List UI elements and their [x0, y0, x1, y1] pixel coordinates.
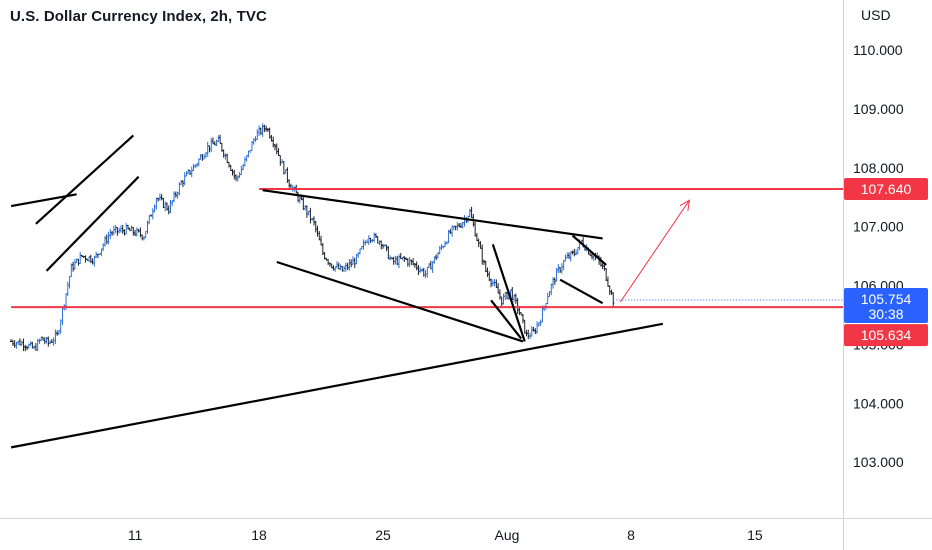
trendline-6[interactable] — [10, 322, 664, 449]
trendline-9[interactable] — [571, 234, 607, 266]
current-price-badge — [844, 288, 928, 324]
trendlines[interactable] — [10, 134, 691, 449]
trendline-5[interactable] — [276, 260, 524, 343]
support-price-badge — [844, 324, 928, 347]
price-tick-label: 108.000 — [853, 160, 904, 176]
time-tick-label: 18 — [251, 527, 267, 543]
time-tick-label: Aug — [495, 527, 520, 543]
target-price-badge-label: 107.640 — [861, 181, 912, 197]
countdown-label: 30:38 — [868, 306, 903, 322]
trendline-10[interactable] — [559, 278, 604, 305]
target-price-badge — [844, 178, 928, 201]
trendline-3[interactable] — [45, 175, 140, 272]
trendline-2[interactable] — [35, 134, 135, 225]
price-tick-label: 107.000 — [853, 219, 904, 235]
projection-arrowhead — [679, 199, 691, 212]
price-tick-label: 103.000 — [853, 454, 904, 470]
price-tick-label: 110.000 — [853, 42, 903, 58]
currency-label: USD — [861, 7, 891, 23]
horizontal-levels[interactable] — [11, 188, 843, 309]
chart-title: U.S. Dollar Currency Index, 2h, TVC — [10, 8, 267, 25]
current-price-label: 105.754 — [861, 291, 912, 307]
trendline-7[interactable] — [491, 244, 526, 342]
time-tick-label: 8 — [627, 527, 635, 543]
time-tick-label: 11 — [128, 527, 143, 543]
time-tick-label: 25 — [375, 527, 391, 543]
time-axis[interactable]: 11 18 25 Aug 8 15 — [128, 527, 763, 543]
projection-arrow-line[interactable] — [619, 199, 690, 303]
trendline-8[interactable] — [490, 299, 523, 340]
candles — [9, 123, 615, 352]
price-axis[interactable]: USD103.000104.000105.000106.000107.00010… — [853, 7, 904, 470]
trendline-4[interactable] — [262, 189, 603, 240]
price-tick-label: 104.000 — [853, 395, 904, 411]
support-price-badge-label: 105.634 — [861, 327, 912, 343]
time-tick-label: 15 — [747, 527, 763, 543]
price-tick-label: 109.000 — [853, 101, 904, 117]
